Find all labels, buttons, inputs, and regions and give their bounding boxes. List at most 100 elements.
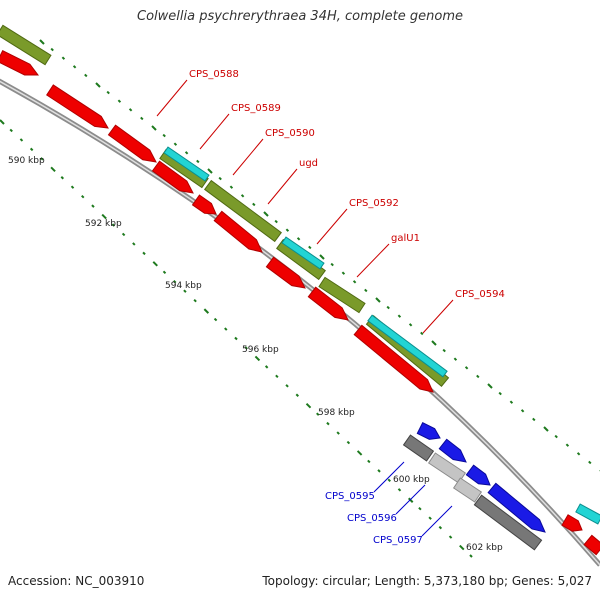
tick-mark xyxy=(39,39,45,45)
map-title: Colwellia psychrerythraea 34H, complete … xyxy=(137,9,463,24)
tick-mark xyxy=(408,323,413,327)
genome-summary-text: Topology: circular; Length: 5,373,180 bp… xyxy=(262,574,592,588)
feature-olive[interactable] xyxy=(276,238,326,281)
tick-mark xyxy=(142,251,146,256)
feature-gray-light[interactable] xyxy=(452,477,483,503)
gene-label[interactable]: CPS_0595 xyxy=(325,491,375,502)
tick-mark xyxy=(121,232,126,237)
tick-mark xyxy=(464,366,469,370)
tick-mark xyxy=(428,516,432,520)
feature-cyan[interactable] xyxy=(281,236,325,270)
tick-mark xyxy=(152,261,158,267)
gene-label[interactable]: CPS_0594 xyxy=(455,289,505,300)
tick-mark xyxy=(240,194,245,198)
tick-mark xyxy=(326,421,330,426)
scale-label: 602 kbp xyxy=(466,543,503,553)
tick-mark xyxy=(509,400,514,404)
tick-mark xyxy=(128,108,133,112)
tick-mark xyxy=(319,254,325,260)
cds-arrow-red[interactable] xyxy=(307,286,349,321)
cds-arrow-red[interactable] xyxy=(561,514,583,532)
cds-arrow-red[interactable] xyxy=(46,84,109,129)
tick-mark xyxy=(203,308,210,314)
tick-mark xyxy=(459,544,465,551)
feature-olive[interactable] xyxy=(0,24,52,66)
scale-label: 600 kbp xyxy=(393,475,430,485)
tick-mark xyxy=(364,288,368,293)
tick-mark xyxy=(151,125,157,131)
tick-mark xyxy=(431,340,437,346)
leader-line xyxy=(199,113,230,150)
tick-mark xyxy=(196,159,200,164)
feature-cyan[interactable] xyxy=(575,503,600,525)
cds-arrow-blue[interactable] xyxy=(416,421,441,440)
gene-label[interactable]: CPS_0588 xyxy=(189,69,239,80)
feature-gray-light[interactable] xyxy=(427,452,467,484)
tick-mark xyxy=(172,280,177,284)
tick-mark xyxy=(60,176,65,180)
tick-mark xyxy=(193,298,197,303)
tick-mark xyxy=(565,443,570,447)
backbone-outer xyxy=(0,78,600,567)
tick-mark xyxy=(407,497,414,503)
gene-label[interactable]: ugd xyxy=(299,158,318,169)
tick-mark xyxy=(101,213,107,220)
gene-label[interactable]: CPS_0590 xyxy=(265,128,315,139)
tick-marks xyxy=(0,39,600,558)
leader-line xyxy=(421,505,453,537)
gene-label[interactable]: galU1 xyxy=(391,233,420,244)
leader-line xyxy=(395,484,426,515)
tick-mark xyxy=(84,73,88,78)
cds-arrow-red[interactable] xyxy=(353,324,434,393)
tick-mark xyxy=(70,185,75,189)
cds-arrow-blue[interactable] xyxy=(465,464,491,486)
tick-mark xyxy=(397,314,402,318)
tick-mark xyxy=(218,176,222,181)
scale-label: 594 kbp xyxy=(165,281,202,291)
gene-label[interactable]: CPS_0589 xyxy=(231,103,281,114)
tick-mark xyxy=(132,242,136,246)
feature-cyan[interactable] xyxy=(367,314,448,378)
cds-arrow-blue[interactable] xyxy=(438,438,467,463)
tick-mark xyxy=(184,151,189,155)
cds-arrow-red[interactable] xyxy=(151,160,194,194)
cds-arrow-red[interactable] xyxy=(265,256,306,289)
tick-mark xyxy=(173,142,178,146)
cds-arrow-blue[interactable] xyxy=(487,482,546,533)
tick-mark xyxy=(140,116,144,121)
scale-label: 590 kbp xyxy=(8,156,45,166)
tick-mark xyxy=(418,507,422,511)
tick-mark xyxy=(352,280,357,284)
tick-mark xyxy=(183,289,187,293)
tick-mark xyxy=(111,223,116,227)
cds-arrow-red[interactable] xyxy=(191,194,217,215)
tick-mark xyxy=(438,525,443,530)
gene-label[interactable]: CPS_0596 xyxy=(347,513,397,524)
gene-label[interactable]: CPS_0592 xyxy=(349,198,399,209)
cds-arrow-red[interactable] xyxy=(213,210,263,253)
feature-olive[interactable] xyxy=(318,276,366,314)
scale-label: 592 kbp xyxy=(85,219,122,229)
backbone-highlight xyxy=(0,80,600,566)
feature-cyan[interactable] xyxy=(163,146,210,182)
cds-arrow-red[interactable] xyxy=(583,534,600,556)
tick-mark xyxy=(234,336,238,341)
tick-mark xyxy=(162,270,167,275)
tick-mark xyxy=(295,393,300,397)
leader-line xyxy=(316,208,348,245)
tick-mark xyxy=(275,374,279,379)
gene-label[interactable]: CPS_0597 xyxy=(373,535,423,546)
tick-mark xyxy=(0,119,5,125)
feature-olive[interactable] xyxy=(204,179,282,243)
tick-mark xyxy=(9,128,13,133)
feature-gray-dark[interactable] xyxy=(402,434,435,462)
feature-gray-dark[interactable] xyxy=(473,494,543,551)
tick-mark xyxy=(397,488,402,492)
tick-mark xyxy=(244,346,248,350)
tick-mark xyxy=(81,194,85,199)
cds-arrow-red[interactable] xyxy=(107,124,157,163)
feature-tracks[interactable] xyxy=(0,24,600,556)
cds-arrow-red[interactable] xyxy=(0,49,40,76)
